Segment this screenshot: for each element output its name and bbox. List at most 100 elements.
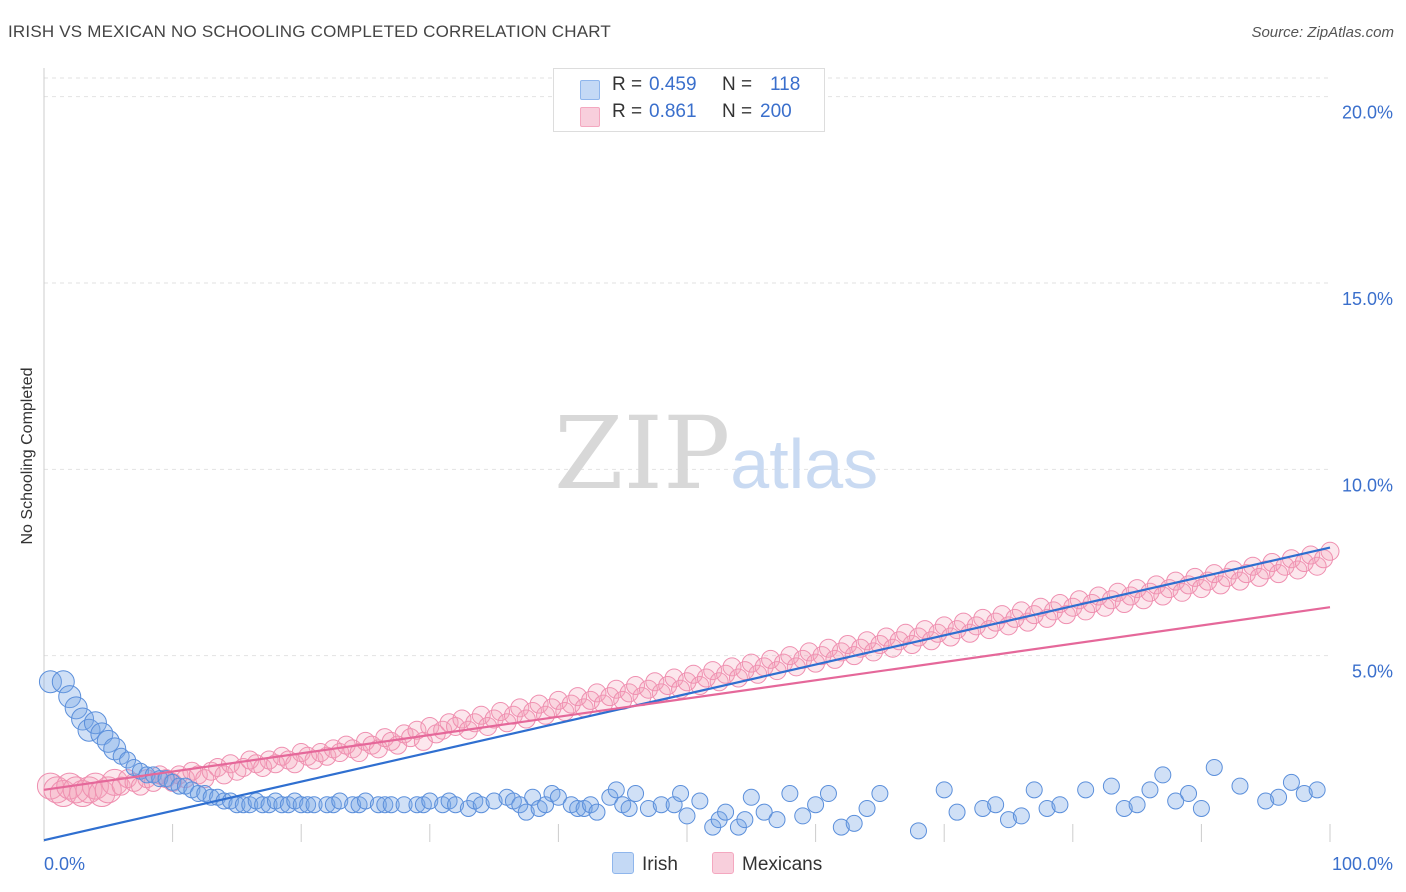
mexicans-point [484, 709, 504, 729]
legend-r-label: R = [612, 74, 643, 95]
mexicans-point [407, 720, 427, 740]
irish-point [170, 777, 188, 795]
irish-point [845, 814, 863, 832]
mexicans-points [36, 541, 1340, 808]
irish-point [254, 796, 272, 814]
irish-point [1012, 807, 1030, 825]
irish-point [234, 796, 252, 814]
legend: R = 0.459 N = 118 R = 0.861 N = 200 [553, 68, 825, 132]
irish-point [1154, 766, 1172, 784]
mexicans-point [1011, 601, 1031, 621]
mexicans-point [214, 765, 234, 785]
irish-point [376, 796, 394, 814]
irish-point [1192, 799, 1210, 817]
irish-point [485, 792, 503, 810]
mexicans-point [696, 668, 716, 688]
watermark-zip: ZIP [554, 395, 731, 512]
mexicans-point [600, 687, 620, 707]
y-axis-label: No Schooling Completed [19, 367, 36, 545]
mexicans-point [510, 698, 530, 718]
irish-point [1180, 785, 1198, 803]
watermark-atlas: atlas [730, 425, 879, 503]
mexicans-point [645, 672, 665, 692]
irish-point [549, 788, 567, 806]
irish-trend-line [43, 546, 1331, 842]
irish-point [627, 785, 645, 803]
irish-point [64, 696, 88, 720]
irish-point [832, 818, 850, 836]
mexicans-point [703, 661, 723, 681]
mexicans-point [1307, 556, 1327, 576]
irish-point [357, 792, 374, 810]
mexicans-point [111, 776, 131, 796]
irish-point [948, 803, 966, 821]
irish-point [1205, 758, 1223, 776]
mexicans-point [761, 649, 781, 669]
irish-point [672, 785, 690, 803]
mexicans-point [896, 623, 916, 643]
irish-point [974, 799, 992, 817]
irish-point [639, 799, 657, 817]
bottom-legend-mexicans: Mexicans [712, 852, 822, 876]
irish-point [755, 803, 773, 821]
mexicans-point [741, 653, 761, 673]
chart-title: IRISH VS MEXICAN NO SCHOOLING COMPLETED … [8, 22, 612, 41]
mexicans-point [664, 668, 684, 688]
irish-point [1295, 785, 1313, 803]
mexicans-point [568, 687, 588, 707]
irish-point [1038, 799, 1056, 817]
y-tick-label: 15.0% [1342, 289, 1393, 309]
irish-point [1141, 781, 1159, 799]
mexicans-point [915, 620, 935, 640]
irish-point [1000, 811, 1017, 829]
irish-point [421, 792, 439, 810]
mexicans-point [876, 627, 896, 647]
legend-r-label: R = [612, 101, 643, 122]
irish-point [1257, 792, 1275, 810]
bottom-legend-swatch-irish [612, 852, 634, 874]
irish-point [96, 729, 120, 753]
irish-point [736, 811, 754, 829]
mexicans-point [529, 694, 549, 714]
bottom-legend-label-mexicans: Mexicans [742, 854, 823, 875]
x-tick-label: 100.0% [1332, 854, 1393, 874]
irish-point [717, 803, 735, 821]
mexicans-point [683, 664, 703, 684]
mexicans-point [1288, 560, 1308, 580]
mexicans-point [619, 683, 639, 703]
bottom-legend-irish: Irish [612, 852, 678, 876]
irish-point [318, 796, 336, 814]
mexicans-point [992, 605, 1012, 625]
legend-row-irish: R = 0.459 N = 118 [554, 74, 824, 102]
x-tick-label: 0.0% [44, 854, 85, 874]
irish-point [395, 796, 413, 814]
irish-point [1270, 788, 1288, 806]
irish-point [1051, 796, 1069, 814]
irish-point [794, 807, 812, 825]
mexicans-point [831, 642, 851, 662]
irish-points [38, 670, 1326, 840]
irish-point [305, 796, 323, 814]
mexicans-point [452, 709, 472, 729]
irish-point [447, 796, 465, 814]
irish-point [909, 822, 927, 840]
legend-n-value: 118 [770, 74, 801, 95]
irish-point [588, 803, 606, 821]
irish-point [51, 670, 75, 694]
mexicans-point [716, 664, 736, 684]
y-tick-label: 5.0% [1352, 662, 1393, 682]
irish-point [691, 792, 709, 810]
irish-point [1102, 777, 1120, 795]
mexicans-point [722, 657, 742, 677]
irish-point [1167, 792, 1185, 810]
mexicans-point [1172, 582, 1192, 602]
irish-point [38, 670, 62, 694]
irish-point [299, 796, 317, 814]
irish-point [369, 796, 387, 814]
irish-point [344, 796, 362, 814]
y-tick-label: 10.0% [1342, 475, 1393, 495]
mexicans-point [818, 638, 838, 658]
tick-labels: 5.0% 10.0% 15.0% 20.0% 0.0% 100.0% [44, 103, 1393, 874]
mexicans-point [1230, 571, 1250, 591]
